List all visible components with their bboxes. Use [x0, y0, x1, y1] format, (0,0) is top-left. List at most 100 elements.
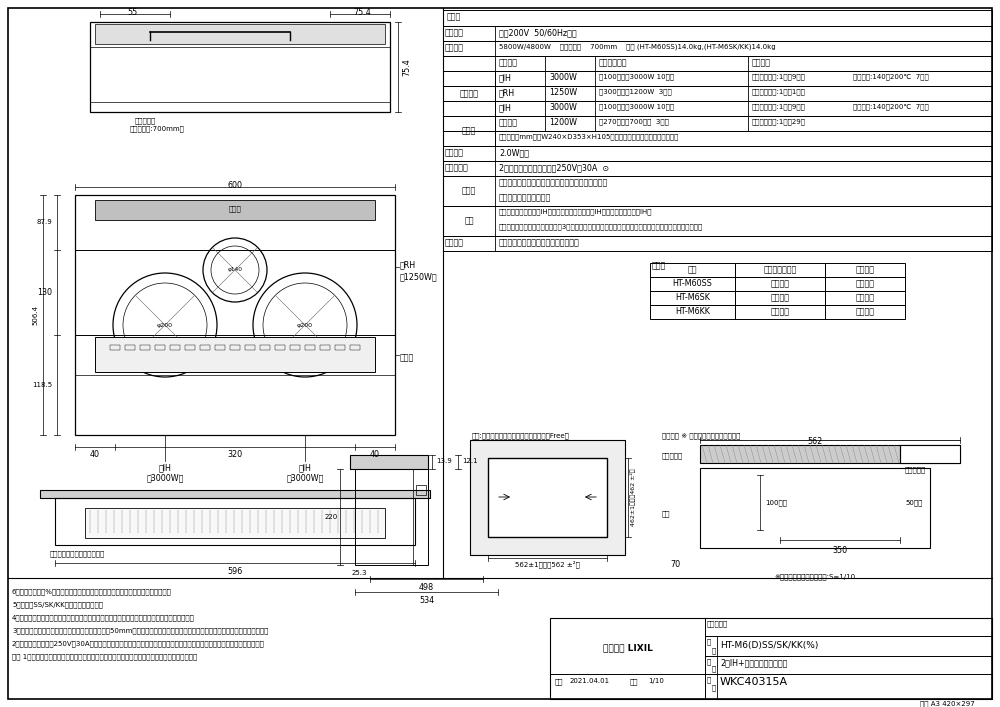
Text: 後RH: 後RH: [499, 88, 515, 97]
Text: 左IH: 左IH: [499, 73, 512, 82]
Text: 取扱説明書、設置説明書: 取扱説明書、設置説明書: [499, 193, 551, 202]
Text: 右IH: 右IH: [299, 463, 311, 472]
Text: 6．品番末尾の（%）にはキッチンシリーズによって記号が入る場合があります。: 6．品番末尾の（%）にはキッチンシリーズによって記号が入る場合があります。: [12, 588, 172, 595]
Text: 約100相当〜3000W 10段階: 約100相当〜3000W 10段階: [599, 73, 674, 80]
Text: 75.4: 75.4: [353, 8, 371, 17]
Text: 仕様表: 仕様表: [447, 12, 461, 21]
Bar: [170, 345, 180, 350]
Bar: [90, 22, 390, 112]
Bar: [95, 24, 385, 44]
Text: 3000W: 3000W: [549, 73, 577, 82]
Bar: [305, 345, 315, 350]
Text: 電源プラグ: 電源プラグ: [445, 163, 469, 172]
Text: 2021.04.01: 2021.04.01: [570, 678, 610, 684]
Bar: [185, 345, 195, 350]
Text: 40: 40: [370, 450, 380, 459]
Text: 600: 600: [228, 181, 242, 190]
Text: 100以上: 100以上: [765, 499, 787, 506]
Bar: [735, 263, 825, 277]
Text: 湯沸温度:140〜200℃  7段階: 湯沸温度:140〜200℃ 7段階: [853, 73, 929, 80]
Text: HT-M6KK: HT-M6KK: [675, 307, 710, 316]
Text: 名: 名: [712, 665, 716, 672]
Bar: [275, 345, 285, 350]
Bar: [55, 498, 415, 545]
Text: ブラック: ブラック: [770, 293, 790, 302]
Bar: [245, 345, 255, 350]
Text: （3000W）: （3000W）: [146, 473, 184, 482]
Text: 調理タイマー:1分〜1時間: 調理タイマー:1分〜1時間: [752, 88, 806, 95]
Bar: [825, 291, 905, 305]
Text: φ200: φ200: [297, 322, 313, 327]
Text: 揚物温度:140〜200℃  7段階: 揚物温度:140〜200℃ 7段階: [853, 103, 929, 110]
Text: グリル（無水両面焼グリル）: グリル（無水両面焼グリル）: [50, 550, 105, 556]
Bar: [230, 345, 240, 350]
Text: 75.4: 75.4: [402, 58, 411, 76]
Bar: [155, 345, 165, 350]
Text: φ200: φ200: [157, 322, 173, 327]
Text: 調理タイマー:1分〜29分: 調理タイマー:1分〜29分: [752, 118, 806, 124]
Bar: [470, 440, 625, 555]
Text: ブラック: ブラック: [770, 307, 790, 316]
Bar: [95, 337, 375, 372]
Text: 50以上: 50以上: [905, 499, 922, 506]
Text: 2.0W未満: 2.0W未満: [499, 148, 529, 157]
Bar: [443, 146, 992, 161]
Text: 462±1（大大462 ±²）: 462±1（大大462 ±²）: [630, 469, 636, 526]
Text: 両面焼グリル、グリル自動調理（3メニュー）、高温注意表示、電源スイッチ自動オフ、チャイルドロック: 両面焼グリル、グリル自動調理（3メニュー）、高温注意表示、電源スイッチ自動オフ、…: [499, 223, 703, 230]
Bar: [825, 277, 905, 291]
Text: 消費電力: 消費電力: [445, 43, 464, 52]
Bar: [95, 200, 375, 220]
Text: 506.4: 506.4: [32, 305, 38, 325]
Text: グリル: グリル: [462, 127, 476, 136]
Bar: [200, 345, 210, 350]
Text: 尺度: 尺度: [630, 678, 639, 684]
Text: 定格電圧: 定格電圧: [445, 28, 464, 37]
Text: 後RH: 後RH: [400, 260, 416, 269]
Text: 固定時に ※ 背板の切欠きが必要な場合: 固定時に ※ 背板の切欠きが必要な場合: [662, 432, 740, 438]
Text: 320: 320: [227, 450, 243, 459]
Bar: [735, 277, 825, 291]
Bar: [110, 345, 120, 350]
Text: 40: 40: [90, 450, 100, 459]
Bar: [650, 305, 735, 319]
Bar: [735, 291, 825, 305]
Bar: [488, 458, 607, 537]
Bar: [443, 206, 992, 236]
Text: 注） 1．心臓用ペースメーカーをお使いの方は、念のため専門医師と相談の上お使いください。: 注） 1．心臓用ペースメーカーをお使いの方は、念のため専門医師と相談の上お使いく…: [12, 653, 197, 660]
Text: 118.5: 118.5: [32, 382, 52, 388]
Bar: [443, 116, 495, 146]
Bar: [825, 305, 905, 319]
Text: 596: 596: [227, 567, 243, 576]
Text: 電気法、電気用品安全法、消防庁届出: 電気法、電気用品安全法、消防庁届出: [499, 238, 580, 247]
Text: 3．カウンター後部抜き位置とキャビネット背板が50mm以下の場合は、後固定金具が通る箇に背板を一部切り欠いてください。: 3．カウンター後部抜き位置とキャビネット背板が50mm以下の場合は、後固定金具が…: [12, 627, 268, 633]
Text: 待機電力: 待機電力: [445, 148, 464, 157]
Text: 前面パネル、排気カバー、焼網、グリルドア、受皿: 前面パネル、排気カバー、焼網、グリルドア、受皿: [499, 178, 608, 187]
Text: 単相200V  50/60Hz兼用: 単相200V 50/60Hz兼用: [499, 28, 577, 37]
Text: 操作部: 操作部: [400, 353, 414, 362]
Text: WKC40315A: WKC40315A: [720, 677, 788, 687]
Text: 有効寸法（mm）：W240×D353×H105（グリル皿寸法と天井までの高さ）: 有効寸法（mm）：W240×D353×H105（グリル皿寸法と天井までの高さ）: [499, 133, 679, 139]
Text: 約270相当〜700相当  3段階: 約270相当〜700相当 3段階: [599, 118, 669, 124]
Text: 左IH: 左IH: [159, 463, 171, 472]
Text: 関連法規: 関連法規: [445, 238, 464, 247]
Text: 消費電力: 消費電力: [499, 58, 518, 67]
Text: 調理タイマー:1分〜9時間: 調理タイマー:1分〜9時間: [752, 103, 806, 110]
Bar: [320, 345, 330, 350]
Text: 火力調節範囲: 火力調節範囲: [599, 58, 628, 67]
Text: 光湿度センサー（左右IH）、揚げ物温度調節（右IH）、煮込み機能（左IH）: 光湿度センサー（左右IH）、揚げ物温度調節（右IH）、煮込み機能（左IH）: [499, 208, 652, 215]
Text: 約100相当〜3000W 10段階: 約100相当〜3000W 10段階: [599, 103, 674, 110]
Text: φ140: φ140: [228, 267, 242, 272]
Text: 12.1: 12.1: [462, 458, 478, 464]
Text: 背板: 背板: [662, 510, 670, 517]
Text: 図: 図: [707, 676, 711, 683]
Text: 498: 498: [419, 583, 434, 592]
Text: 1/10: 1/10: [648, 678, 664, 684]
Text: 1250W: 1250W: [549, 88, 577, 97]
Text: （線外長さ:700mm）: （線外長さ:700mm）: [130, 125, 185, 132]
Text: 2．コンセントは単相250V・30Aの接地極付コンセントを使用してください。また、コンセントの方向に注意してください。: 2．コンセントは単相250V・30Aの接地極付コンセントを使用してください。また…: [12, 640, 265, 647]
Bar: [350, 455, 428, 469]
Bar: [900, 445, 960, 463]
Bar: [125, 345, 135, 350]
Text: カウンター: カウンター: [662, 452, 683, 459]
Bar: [443, 41, 992, 56]
